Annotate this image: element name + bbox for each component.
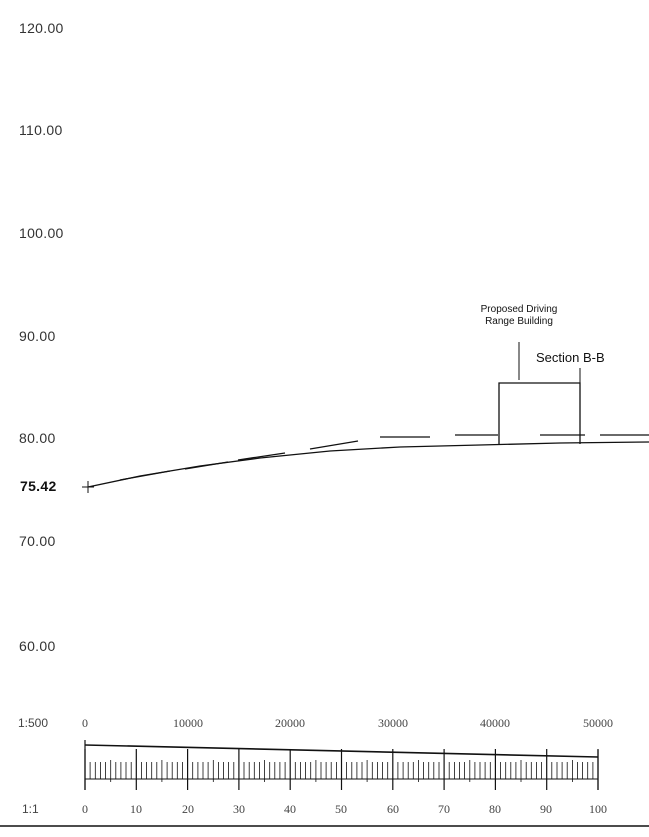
scale-upper-label: 10000	[173, 716, 203, 730]
elevation-label-110: 110.00	[19, 122, 63, 138]
scale-lower-label: 50	[335, 802, 347, 816]
scale-lower-label: 100	[589, 802, 607, 816]
scale-upper-label: 50000	[583, 716, 613, 730]
scale-upper-label: 0	[82, 716, 88, 730]
scale-upper-label: 40000	[480, 716, 510, 730]
scale-lower-label: 0	[82, 802, 88, 816]
scale-ratio-lower: 1:1	[22, 802, 39, 816]
building-annotation-line1: Proposed Driving	[480, 304, 558, 315]
building-annotation-line2: Range Building	[485, 316, 553, 327]
scale-lower-label: 90	[540, 802, 552, 816]
elevation-label-60: 60.00	[19, 638, 56, 654]
scale-lower-label: 40	[284, 802, 296, 816]
elevation-label-origin: 75.42	[20, 478, 57, 494]
scale-lower-label: 70	[438, 802, 450, 816]
building-annotation: Proposed Driving Range Building	[460, 304, 578, 328]
elevation-label-80: 80.00	[19, 430, 56, 446]
elevation-label-100: 100.00	[19, 225, 64, 241]
scale-ratio-upper: 1:500	[18, 716, 49, 730]
scale-lower-label: 20	[182, 802, 194, 816]
elevation-label-70: 70.00	[19, 533, 56, 549]
elevation-label-90: 90.00	[19, 328, 56, 344]
ground-profile-line	[87, 441, 649, 488]
building-outline	[498, 382, 581, 444]
scale-lower-label: 60	[387, 802, 399, 816]
scale-bar-ticks	[84, 749, 599, 790]
scale-upper-label: 20000	[275, 716, 305, 730]
section-label: Section B-B	[536, 350, 605, 365]
elevation-label-120: 120.00	[19, 20, 64, 36]
scale-lower-label: 30	[233, 802, 245, 816]
scale-lower-label: 80	[489, 802, 501, 816]
proposed-profile-dashes	[119, 434, 649, 481]
scale-upper-label: 30000	[378, 716, 408, 730]
scale-lower-label: 10	[130, 802, 142, 816]
